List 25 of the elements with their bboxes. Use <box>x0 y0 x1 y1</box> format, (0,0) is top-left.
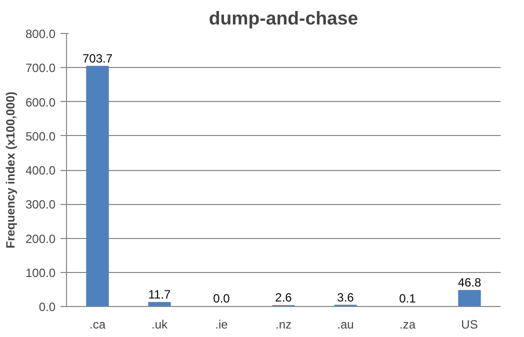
x-tick-label: .ie <box>215 318 228 332</box>
y-tick-label: 100.0 <box>25 266 56 280</box>
data-label: 703.7 <box>82 51 113 66</box>
data-label: 46.8 <box>458 276 482 290</box>
data-label: 3.6 <box>337 290 354 304</box>
y-tick-label: 800.0 <box>25 27 56 41</box>
x-tick-label: .nz <box>275 318 292 332</box>
chart-title: dump-and-chase <box>208 8 358 28</box>
x-tick-label: .au <box>337 318 354 332</box>
y-tick-label: 400.0 <box>25 164 56 178</box>
y-tick-label: 200.0 <box>25 232 56 246</box>
data-label: 2.6 <box>275 290 292 305</box>
y-tick-label: 300.0 <box>25 198 56 212</box>
y-tick-label: 700.0 <box>25 61 56 76</box>
x-tick-label: .uk <box>151 318 169 332</box>
y-axis-title: Frequency index (x100,000) <box>3 92 18 248</box>
x-tick-label: .ca <box>89 318 106 332</box>
y-tick-label: 0.0 <box>38 300 56 314</box>
y-tick-label: 600.0 <box>25 95 56 110</box>
x-tick-label: .za <box>399 318 416 332</box>
x-tick-label: US <box>461 318 478 332</box>
data-label: 11.7 <box>148 288 172 302</box>
data-label: 0.0 <box>213 292 230 306</box>
data-label: 0.1 <box>399 291 416 306</box>
y-tick-label: 500.0 <box>25 129 56 144</box>
